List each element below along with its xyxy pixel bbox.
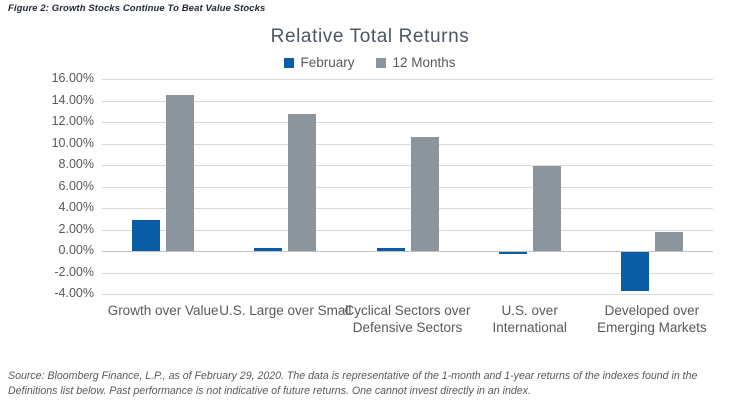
bar-12-months [288,114,317,251]
source-note: Source: Bloomberg Finance, L.P., as of F… [8,370,698,398]
bar-12-months [410,137,439,251]
gridline [102,294,713,295]
bar-12-months [166,95,195,251]
bar-february [620,252,649,291]
bar-february [376,247,405,251]
y-axis-tick-label: 8.00% [58,157,94,171]
gridline [102,251,713,252]
y-axis-tick-label: 10.00% [51,135,94,150]
legend-item-february: February [284,55,354,70]
x-axis-category-label: Cyclical Sectors over Defensive Sectors [344,303,471,335]
y-axis-tick-label: -4.00% [54,286,94,300]
legend-swatch-icon [284,57,295,68]
gridline [102,100,713,102]
bar-12-months [532,166,561,251]
bar-february [132,219,161,251]
x-axis-category-label: Developed over Emerging Markets [597,303,707,335]
legend-label: 12 Months [392,55,456,70]
chart-title: Relative Total Returns [270,26,470,47]
gridline [102,229,713,231]
legend-item-12-months: 12 Months [376,55,456,70]
y-axis-tick-label: -2.00% [54,264,94,279]
y-axis-tick-label: 14.00% [51,92,94,107]
y-axis-tick-label: 0.00% [58,243,94,257]
x-axis-category-label: U.S. Large over Small [219,303,352,318]
plot-area [102,79,713,295]
chart-legend: February 12 Months [55,55,685,70]
legend-label: February [300,55,355,70]
gridline [102,208,713,209]
x-axis-category-label: U.S. over International [492,303,567,335]
gridline [102,79,713,80]
gridline [102,272,713,274]
y-axis-tick-label: 16.00% [51,71,94,85]
bar-february [254,247,283,251]
y-axis-tick-label: 12.00% [51,114,94,128]
figure-caption: Figure 2: Growth Stocks Continue To Beat… [8,3,266,14]
gridline [102,186,713,188]
bar-february [498,252,527,255]
chart-header: Relative Total Returns February 12 Months [55,26,685,70]
legend-swatch-icon [376,57,387,68]
gridline [102,143,713,145]
gridline [102,165,713,166]
y-axis-tick-label: 6.00% [58,178,94,193]
bar-12-months [654,231,683,251]
y-axis-tick-label: 4.00% [58,200,94,214]
y-axis-tick-label: 2.00% [58,221,94,236]
gridline [102,122,713,123]
x-axis-category-label: Growth over Value [107,303,219,318]
